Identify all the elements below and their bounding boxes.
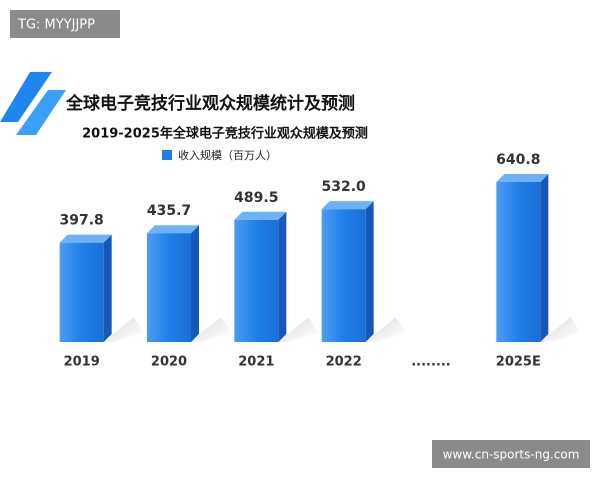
bar bbox=[234, 219, 279, 342]
value-label: 640.8 bbox=[496, 152, 540, 168]
value-label: 435.7 bbox=[147, 203, 191, 219]
bar bbox=[59, 242, 104, 342]
bar-side bbox=[278, 211, 287, 342]
x-tick-label: 2020 bbox=[151, 355, 187, 370]
bar-top bbox=[321, 201, 374, 210]
bar-shadow bbox=[540, 317, 581, 342]
bar bbox=[496, 182, 541, 342]
x-tick-label: 2022 bbox=[326, 355, 362, 370]
bar-top bbox=[59, 234, 112, 243]
bar-shadow bbox=[103, 317, 144, 342]
value-label: 397.8 bbox=[60, 213, 104, 229]
bar-side bbox=[191, 225, 199, 342]
x-tick-label: 2021 bbox=[238, 355, 274, 370]
x-tick-label: 2025E bbox=[496, 355, 541, 370]
bar-top bbox=[234, 211, 287, 220]
heading: 全球电子竞技行业观众规模统计及预测 bbox=[65, 93, 355, 114]
legend-label: 收入规模（百万人） bbox=[178, 148, 277, 162]
bar-side bbox=[540, 174, 549, 342]
footer: www.cn-sports-ng.com bbox=[443, 448, 580, 462]
bar-top bbox=[147, 225, 199, 234]
logo-stripe bbox=[0, 72, 52, 122]
bar-top bbox=[496, 174, 549, 182]
chart-title: 2019-2025年全球电子竞技行业观众规模及预测 bbox=[82, 126, 368, 142]
watermark-box bbox=[10, 10, 120, 38]
x-tick-label: 2019 bbox=[64, 355, 100, 370]
bar bbox=[321, 209, 366, 342]
bar-shadow bbox=[278, 317, 319, 342]
value-label: 532.0 bbox=[322, 179, 367, 195]
bar bbox=[147, 233, 191, 342]
logo-stripe bbox=[16, 90, 66, 135]
bar-side bbox=[103, 234, 112, 342]
footer-box bbox=[432, 440, 590, 468]
bar-shadow bbox=[365, 317, 406, 342]
watermark: TG: MYYJJPP bbox=[17, 18, 95, 33]
value-label: 489.5 bbox=[234, 190, 278, 206]
bar-side bbox=[365, 201, 374, 342]
x-tick-label: ........ bbox=[411, 355, 451, 370]
bar-shadow bbox=[191, 317, 231, 342]
legend-swatch bbox=[162, 150, 172, 160]
